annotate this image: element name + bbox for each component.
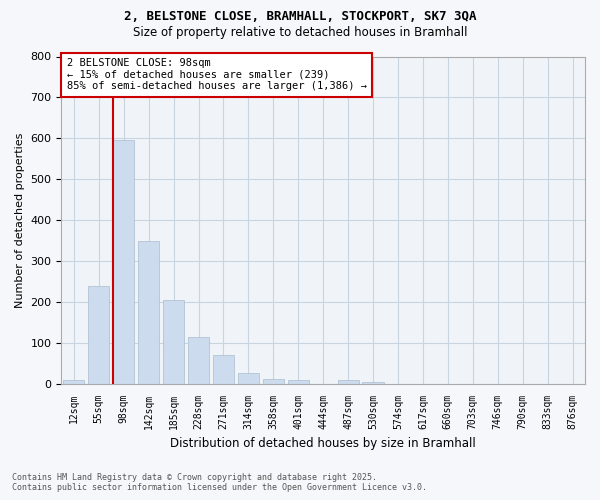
- Bar: [113, 140, 134, 384]
- X-axis label: Distribution of detached houses by size in Bramhall: Distribution of detached houses by size …: [170, 437, 476, 450]
- Bar: [138, 240, 159, 384]
- Bar: [338, 380, 359, 384]
- Text: Size of property relative to detached houses in Bramhall: Size of property relative to detached ho…: [133, 26, 467, 39]
- Text: 2, BELSTONE CLOSE, BRAMHALL, STOCKPORT, SK7 3QA: 2, BELSTONE CLOSE, BRAMHALL, STOCKPORT, …: [124, 10, 476, 23]
- Bar: [188, 336, 209, 384]
- Y-axis label: Number of detached properties: Number of detached properties: [15, 132, 25, 308]
- Bar: [213, 355, 234, 384]
- Bar: [287, 380, 309, 384]
- Bar: [362, 382, 383, 384]
- Bar: [238, 374, 259, 384]
- Text: 2 BELSTONE CLOSE: 98sqm
← 15% of detached houses are smaller (239)
85% of semi-d: 2 BELSTONE CLOSE: 98sqm ← 15% of detache…: [67, 58, 367, 92]
- Text: Contains HM Land Registry data © Crown copyright and database right 2025.
Contai: Contains HM Land Registry data © Crown c…: [12, 473, 427, 492]
- Bar: [63, 380, 85, 384]
- Bar: [263, 379, 284, 384]
- Bar: [88, 286, 109, 384]
- Bar: [163, 300, 184, 384]
